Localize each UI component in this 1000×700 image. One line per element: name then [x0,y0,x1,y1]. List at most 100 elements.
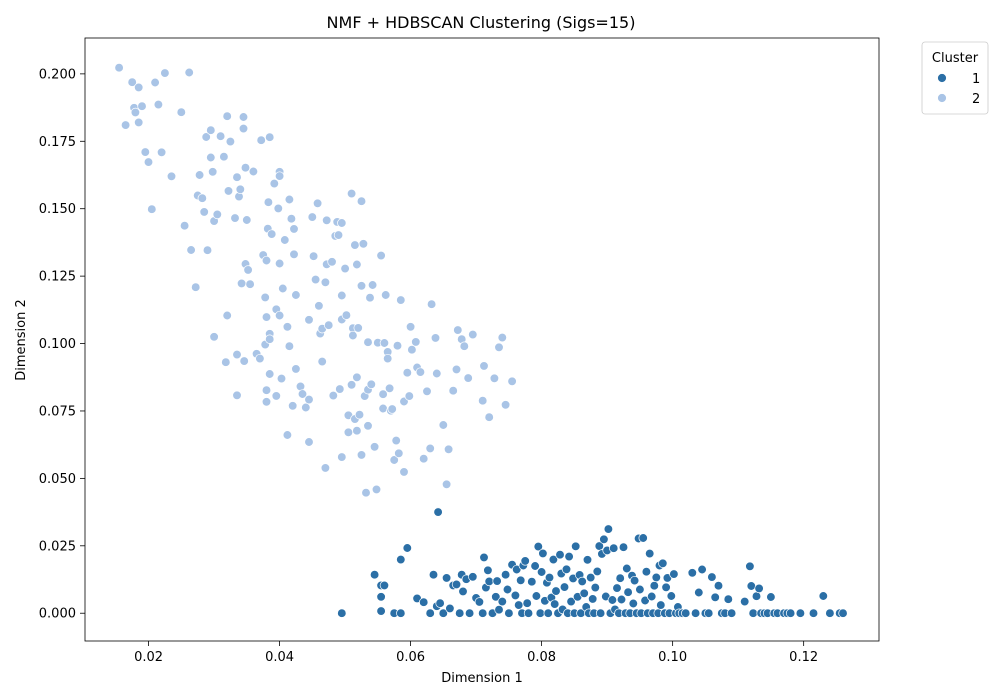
point-cluster-2-101 [308,251,319,261]
chart-title: NMF + HDBSCAN Clustering (Sigs=15) [327,13,636,32]
y-tick-label: 0.100 [39,337,76,352]
point-cluster-2-133 [352,259,362,270]
point-cluster-1-38 [494,605,504,615]
point-cluster-1-102 [609,543,619,553]
legend-label-1: 1 [972,72,980,87]
point-cluster-2-36 [222,111,232,121]
point-cluster-1-122 [641,567,652,577]
point-cluster-2-143 [361,488,371,498]
point-cluster-1-30 [478,608,488,618]
point-cluster-2-198 [497,332,507,343]
point-cluster-2-120 [337,290,347,301]
point-cluster-2-185 [443,444,454,454]
point-cluster-1-13 [428,570,439,580]
point-cluster-2-199 [500,400,511,410]
point-cluster-2-64 [261,385,272,395]
point-cluster-2-32 [212,209,222,220]
point-cluster-2-197 [494,342,504,352]
point-cluster-1-144 [687,568,697,578]
point-cluster-1-0 [337,608,347,618]
point-cluster-1-55 [531,591,542,601]
point-cluster-2-9 [143,157,154,167]
point-cluster-2-89 [288,401,298,411]
point-cluster-1-173 [808,608,819,618]
point-cluster-2-183 [438,420,448,430]
point-cluster-2-148 [366,379,376,389]
point-cluster-2-151 [371,484,382,495]
y-tick-label: 0.050 [39,472,76,487]
point-cluster-1-27 [468,572,478,582]
point-cluster-2-165 [392,341,403,351]
point-cluster-2-132 [350,240,360,250]
point-cluster-1-131 [656,600,666,610]
point-cluster-1-56 [533,541,543,552]
point-cluster-2-18 [184,67,194,78]
point-cluster-2-38 [223,186,234,196]
point-cluster-2-182 [432,368,442,379]
point-cluster-2-160 [384,383,395,393]
point-cluster-2-53 [243,265,253,275]
point-cluster-1-175 [825,608,835,618]
point-cluster-2-184 [441,479,452,489]
point-cluster-2-71 [265,369,275,379]
point-cluster-2-10 [147,204,157,214]
point-cluster-2-29 [208,167,218,177]
point-cluster-1-92 [592,566,602,577]
point-cluster-2-39 [225,136,236,147]
point-cluster-1-79 [571,541,581,551]
point-cluster-1-11 [419,597,429,607]
point-cluster-1-21 [451,579,462,590]
point-cluster-1-65 [548,554,559,565]
point-cluster-2-97 [304,315,314,325]
point-cluster-2-104 [314,301,324,311]
point-cluster-2-187 [451,364,462,375]
point-cluster-1-91 [590,582,600,593]
legend-marker-2 [937,93,947,103]
point-cluster-2-94 [295,381,306,392]
point-cluster-1-166 [766,592,776,602]
point-cluster-1-99 [603,524,614,534]
point-cluster-1-101 [607,595,618,605]
point-cluster-2-192 [468,329,478,340]
point-cluster-1-149 [704,608,714,618]
point-cluster-2-5 [134,82,144,93]
point-cluster-1-22 [455,608,465,618]
point-cluster-1-94 [595,608,606,618]
y-tick-label: 0.025 [39,539,76,554]
point-cluster-1-9 [402,543,412,553]
point-cluster-1-58 [536,567,547,577]
point-cluster-2-49 [239,356,249,366]
point-cluster-2-195 [484,412,494,422]
point-cluster-1-118 [635,584,645,595]
point-cluster-2-154 [378,403,388,414]
point-cluster-1-57 [535,608,545,618]
point-cluster-1-3 [379,580,390,591]
point-cluster-1-128 [651,572,661,583]
legend-label-2: 2 [972,92,980,107]
point-cluster-1-46 [514,600,524,610]
point-cluster-2-167 [396,295,406,305]
point-cluster-2-2 [127,77,137,87]
point-cluster-1-171 [785,608,796,618]
point-cluster-2-43 [232,390,242,400]
point-cluster-2-85 [282,430,293,440]
point-cluster-1-106 [615,573,625,583]
point-cluster-2-168 [399,467,409,477]
point-cluster-1-151 [710,592,720,602]
point-cluster-1-84 [579,588,589,598]
point-cluster-2-134 [352,372,362,382]
point-cluster-1-42 [504,608,514,618]
y-axis-title: Dimension 2 [14,299,29,381]
y-tick-label: 0.175 [39,135,76,150]
point-cluster-1-76 [566,596,576,607]
point-cluster-2-147 [365,293,375,303]
point-cluster-1-160 [748,608,758,618]
point-cluster-2-190 [459,341,469,351]
point-cluster-2-55 [248,166,259,177]
point-cluster-2-47 [238,123,249,134]
point-cluster-2-118 [335,384,345,394]
point-cluster-2-124 [341,310,352,320]
point-cluster-1-177 [838,608,848,618]
point-cluster-2-48 [238,112,249,122]
